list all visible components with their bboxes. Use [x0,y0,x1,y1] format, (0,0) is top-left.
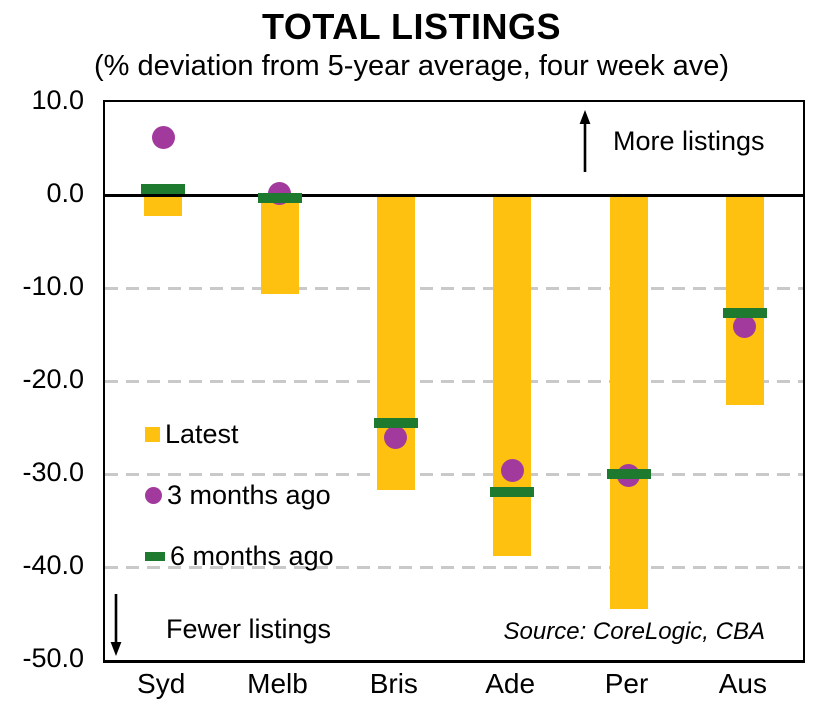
xlabel-Per: Per [604,668,649,699]
dash-Ade [490,486,535,497]
bar-Melb [260,195,299,294]
gridline--20 [105,379,803,383]
dash-Bris [373,417,418,428]
plot-area: More listings Fewer listings Source: Cor… [103,100,805,663]
source-note: Source: CoreLogic, CBA [503,618,765,645]
gridline--10 [105,286,803,290]
down-arrow-icon [110,594,122,656]
ytick--20.0: -20.0 [22,364,84,394]
grid-layer [105,102,803,660]
legend-item-latest: Latest [145,420,334,448]
xlabel-Bris: Bris [369,668,418,699]
dash-Per [606,469,651,479]
ytick--50.0: -50.0 [22,643,84,673]
legend-item-6-months-ago: 6 months ago [145,542,334,570]
legend: Latest 3 months ago 6 months ago [145,420,334,570]
bar-Per [609,195,648,609]
more-listings-annotation: More listings [577,110,765,172]
up-arrow-icon [579,110,591,172]
ytick--10.0: -10.0 [22,271,84,301]
bar-Ade [493,195,532,556]
ytick--30.0: -30.0 [22,457,84,487]
bar-Syd [144,195,183,217]
legend-item-3-months-ago: 3 months ago [145,481,334,509]
dash-Aus [722,308,767,319]
xlabel-Aus: Aus [718,668,767,699]
legend-swatch-6-months-ago [145,551,165,561]
chart-title: TOTAL LISTINGS [261,6,561,47]
fewer-listings-annotation: Fewer listings [108,594,331,656]
point-Aus [733,314,757,338]
legend-label-6-months-ago: 6 months ago [170,541,334,571]
fewer-listings-label: Fewer listings [166,614,332,644]
ytick-0.0: 0.0 [46,178,84,208]
ytick--40.0: -40.0 [22,550,84,580]
legend-label-3-months-ago: 3 months ago [167,480,331,510]
point-Bris [384,426,408,450]
legend-swatch-latest [145,426,160,442]
gridline--40 [105,565,803,569]
legend-swatch-3-months-ago [145,486,162,504]
bar-Aus [725,195,764,406]
chart-subtitle: (% deviation from 5-year average, four w… [93,50,730,82]
xlabel-Melb: Melb [247,668,308,699]
point-Ade [500,458,524,482]
point-Syd [151,125,175,149]
xlabel-Syd: Syd [137,668,186,699]
dash-Melb [257,192,302,203]
legend-label-latest: Latest [165,419,239,449]
more-listings-label: More listings [613,126,765,156]
ytick-10.0: 10.0 [31,85,84,115]
gridline--30 [105,472,803,476]
zero-line [105,193,803,197]
xlabel-Ade: Ade [485,668,536,699]
mark-layer [105,102,803,660]
dash-Syd [141,184,186,195]
